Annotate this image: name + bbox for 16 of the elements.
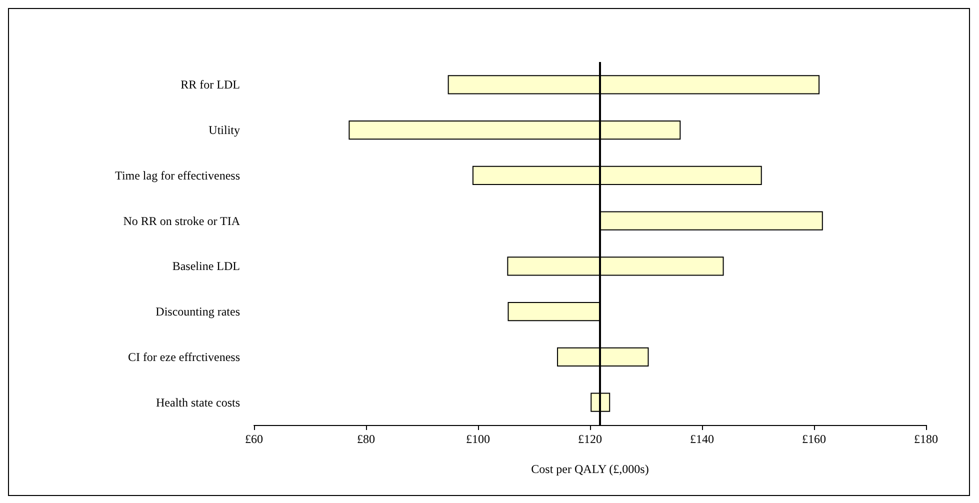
x-tick-label: £160: [802, 432, 826, 446]
y-tick-label: Baseline LDL: [172, 259, 240, 274]
y-tick-label: Utility: [208, 123, 240, 138]
x-tick-label: £80: [357, 432, 375, 446]
x-tick-label: £140: [690, 432, 714, 446]
y-tick-label: CI for eze effrctiveness: [128, 350, 240, 364]
y-tick-label: Time lag for effectiveness: [115, 168, 240, 182]
x-tick-label: £120: [578, 432, 602, 446]
x-tick-label: £180: [914, 432, 938, 446]
y-tick-label: Health state costs: [156, 395, 240, 410]
x-tick-label: £100: [466, 432, 490, 446]
x-axis-title: Cost per QALY (£,000s): [531, 462, 649, 476]
y-tick-label: RR for LDL: [180, 78, 240, 92]
x-tick-label: £60: [245, 432, 263, 446]
y-tick-label: No RR on stroke or TIA: [123, 214, 240, 228]
y-tick-label: Discounting rates: [156, 304, 240, 319]
